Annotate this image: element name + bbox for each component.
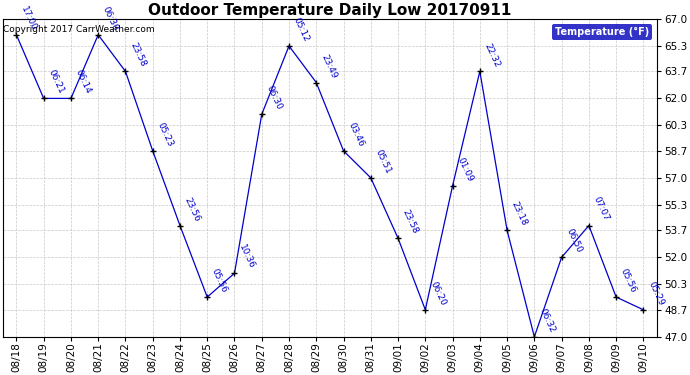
Text: 23:58: 23:58 xyxy=(401,209,420,236)
Text: 06:32: 06:32 xyxy=(537,307,556,334)
Text: 05:23: 05:23 xyxy=(155,121,175,148)
Text: 06:20: 06:20 xyxy=(428,280,447,307)
Text: 06:30: 06:30 xyxy=(101,5,120,32)
Text: 06:14: 06:14 xyxy=(74,69,92,96)
Text: 06:30: 06:30 xyxy=(264,84,284,111)
Text: 17:00: 17:00 xyxy=(19,5,38,32)
Text: 05:56: 05:56 xyxy=(619,267,638,294)
Legend: Temperature (°F): Temperature (°F) xyxy=(552,24,652,40)
Text: Copyright 2017 CarrWeather.com: Copyright 2017 CarrWeather.com xyxy=(3,25,155,34)
Text: 22:32: 22:32 xyxy=(482,42,502,69)
Text: 05:51: 05:51 xyxy=(373,148,393,175)
Text: 23:56: 23:56 xyxy=(183,196,201,223)
Text: 06:21: 06:21 xyxy=(46,69,66,96)
Text: 06:50: 06:50 xyxy=(564,227,584,255)
Text: 23:49: 23:49 xyxy=(319,53,338,80)
Text: 01:09: 01:09 xyxy=(455,156,475,183)
Text: 05:29: 05:29 xyxy=(646,280,665,307)
Text: 10:36: 10:36 xyxy=(237,243,257,270)
Text: 23:58: 23:58 xyxy=(128,42,147,69)
Text: 23:18: 23:18 xyxy=(510,200,529,228)
Text: 05:56: 05:56 xyxy=(210,267,229,294)
Title: Outdoor Temperature Daily Low 20170911: Outdoor Temperature Daily Low 20170911 xyxy=(148,3,511,18)
Text: 07:07: 07:07 xyxy=(591,195,611,223)
Text: 03:46: 03:46 xyxy=(346,121,365,148)
Text: 05:12: 05:12 xyxy=(292,16,310,43)
